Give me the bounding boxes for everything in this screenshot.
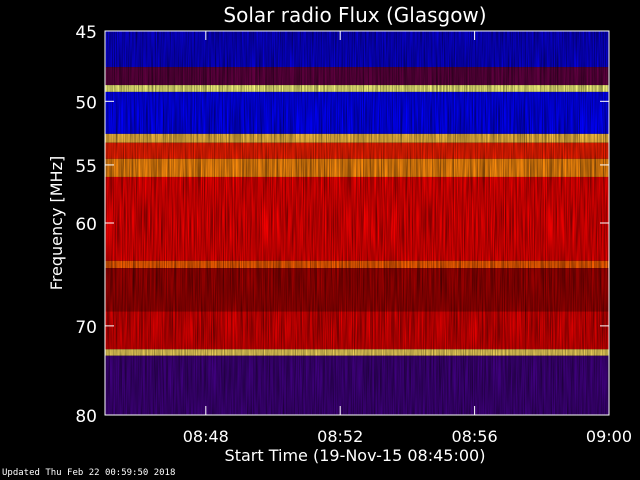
update-timestamp: Updated Thu Feb 22 00:59:50 2018 [2, 468, 176, 478]
y-axis-label: Frequency [MHz] [47, 156, 66, 290]
y-tick-label-50: 50 [75, 93, 97, 113]
x-tick-label-0856: 08:56 [452, 427, 498, 446]
y-tick-label-55: 55 [75, 157, 97, 177]
y-tick-label-80: 80 [75, 407, 97, 427]
y-tick-label-45: 45 [75, 23, 97, 43]
x-axis: 08:48 08:52 08:56 09:00 [183, 31, 632, 446]
x-tick-label-0852: 08:52 [317, 427, 363, 446]
y-tick-label-70: 70 [75, 318, 97, 338]
chart-title: Solar radio Flux (Glasgow) [223, 3, 486, 27]
x-tick-label-0900: 09:00 [586, 427, 632, 446]
x-tick-label-0848: 08:48 [183, 427, 229, 446]
y-axis: 45 50 55 60 70 80 [75, 23, 609, 427]
noise-overlay [105, 31, 609, 415]
x-axis-label: Start Time (19-Nov-15 08:45:00) [225, 446, 486, 465]
y-tick-label-60: 60 [75, 215, 97, 235]
